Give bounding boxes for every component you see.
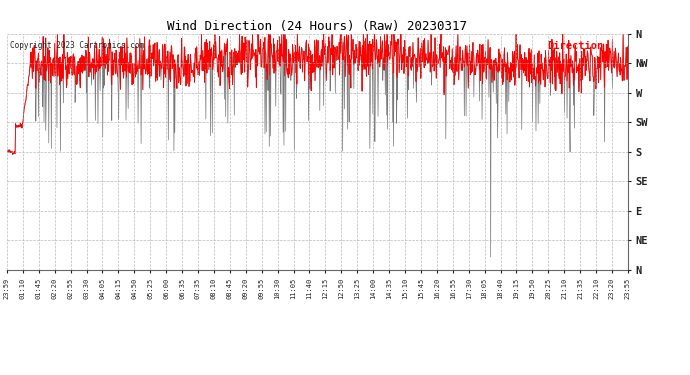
Title: Wind Direction (24 Hours) (Raw) 20230317: Wind Direction (24 Hours) (Raw) 20230317 [168,20,467,33]
Text: Copyright 2023 Cartronics.com: Copyright 2023 Cartronics.com [10,41,144,50]
Text: Direction: Direction [547,41,604,51]
